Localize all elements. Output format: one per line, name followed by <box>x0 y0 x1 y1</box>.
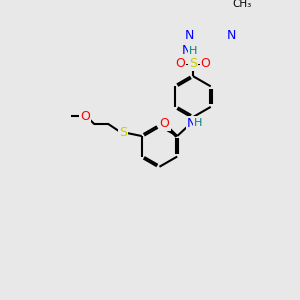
Text: O: O <box>80 110 90 123</box>
Text: N: N <box>182 44 191 57</box>
Text: H: H <box>189 46 197 56</box>
Text: CH₃: CH₃ <box>232 0 252 9</box>
Text: H: H <box>194 118 203 128</box>
Text: O: O <box>201 57 211 70</box>
Text: O: O <box>160 117 170 130</box>
Text: N: N <box>185 28 194 42</box>
Text: N: N <box>226 28 236 42</box>
Text: N: N <box>187 117 196 130</box>
Text: S: S <box>119 126 127 139</box>
Text: O: O <box>176 57 185 70</box>
Text: S: S <box>189 57 197 70</box>
